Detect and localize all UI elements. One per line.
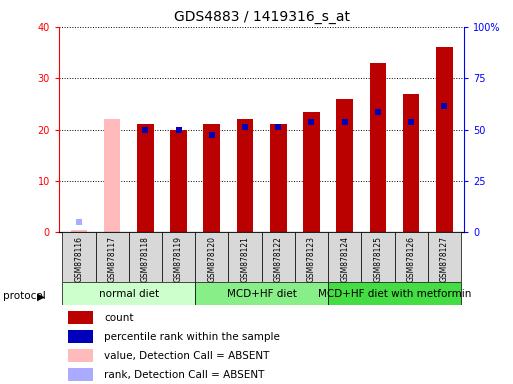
- Bar: [62, 282, 195, 305]
- Bar: [262, 232, 295, 282]
- Text: count: count: [104, 313, 134, 323]
- Text: GSM878122: GSM878122: [274, 236, 283, 282]
- Text: ▶: ▶: [37, 291, 46, 301]
- Text: GSM878117: GSM878117: [108, 236, 116, 282]
- Bar: [195, 232, 228, 282]
- Text: GSM878116: GSM878116: [74, 236, 84, 282]
- Bar: [295, 232, 328, 282]
- Bar: [129, 232, 162, 282]
- Text: GSM878121: GSM878121: [241, 236, 249, 282]
- Bar: [394, 232, 428, 282]
- Bar: [328, 232, 361, 282]
- Bar: [68, 330, 93, 343]
- Bar: [62, 232, 95, 282]
- Point: [407, 119, 415, 125]
- Point: [374, 109, 382, 115]
- Bar: [303, 112, 320, 232]
- Bar: [195, 282, 328, 305]
- Point: [208, 132, 216, 138]
- Bar: [137, 124, 154, 232]
- Bar: [68, 311, 93, 324]
- Bar: [436, 47, 452, 232]
- Bar: [361, 232, 394, 282]
- Text: GSM878119: GSM878119: [174, 236, 183, 282]
- Bar: [270, 124, 287, 232]
- Text: GSM878118: GSM878118: [141, 236, 150, 282]
- Bar: [68, 368, 93, 381]
- Bar: [228, 232, 262, 282]
- Text: MCD+HF diet with metformin: MCD+HF diet with metformin: [318, 289, 471, 299]
- Bar: [162, 232, 195, 282]
- Text: GSM878120: GSM878120: [207, 236, 216, 282]
- Text: GSM878125: GSM878125: [373, 236, 382, 282]
- Point: [341, 119, 349, 125]
- Bar: [71, 230, 87, 232]
- Text: value, Detection Call = ABSENT: value, Detection Call = ABSENT: [104, 351, 269, 361]
- Bar: [236, 119, 253, 232]
- Point: [174, 126, 183, 132]
- Bar: [204, 124, 220, 232]
- Bar: [95, 232, 129, 282]
- Text: protocol: protocol: [3, 291, 45, 301]
- Text: rank, Detection Call = ABSENT: rank, Detection Call = ABSENT: [104, 369, 265, 379]
- Text: GSM878127: GSM878127: [440, 236, 449, 282]
- Bar: [403, 94, 420, 232]
- Point: [440, 103, 448, 109]
- Bar: [104, 119, 121, 232]
- Text: percentile rank within the sample: percentile rank within the sample: [104, 331, 280, 342]
- Text: GSM878123: GSM878123: [307, 236, 316, 282]
- Text: GSM878124: GSM878124: [340, 236, 349, 282]
- Bar: [369, 63, 386, 232]
- Point: [75, 219, 83, 225]
- Point: [241, 124, 249, 130]
- Point: [141, 126, 149, 132]
- Bar: [328, 282, 461, 305]
- Text: normal diet: normal diet: [98, 289, 159, 299]
- Title: GDS4883 / 1419316_s_at: GDS4883 / 1419316_s_at: [173, 10, 350, 25]
- Bar: [428, 232, 461, 282]
- Bar: [68, 349, 93, 362]
- Bar: [337, 99, 353, 232]
- Text: MCD+HF diet: MCD+HF diet: [227, 289, 297, 299]
- Point: [274, 124, 282, 130]
- Text: GSM878126: GSM878126: [407, 236, 416, 282]
- Point: [307, 119, 315, 125]
- Bar: [170, 130, 187, 232]
